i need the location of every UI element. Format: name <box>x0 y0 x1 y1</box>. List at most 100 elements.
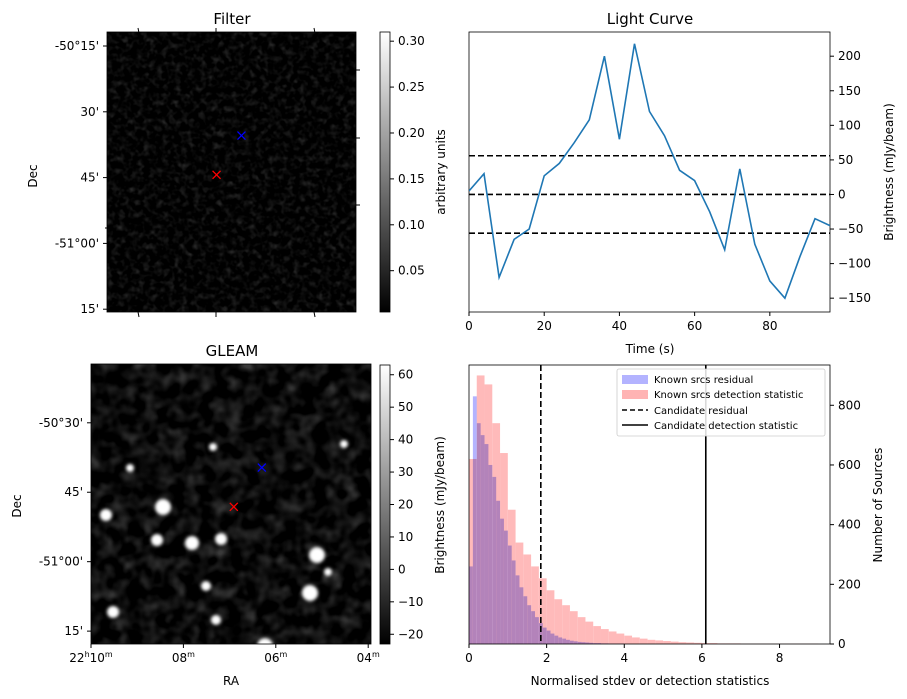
histogram-ytick-label: 800 <box>838 398 861 412</box>
gleam-title: GLEAM <box>206 342 259 360</box>
gleam-ytick-label: -51°00' <box>39 555 83 569</box>
filter-colorbar-label: arbitrary units <box>434 129 448 215</box>
gleam-xtick-label: 04m <box>357 650 380 665</box>
histogram-ylabel-left: Brightness (mJy/beam) <box>433 436 447 574</box>
gleam-colorbar-tick-label: −20 <box>398 627 423 641</box>
gleam-source <box>309 547 325 563</box>
light-curve-hlines <box>469 154 830 234</box>
histogram-xtick-label: 6 <box>698 651 706 665</box>
histogram-bar <box>593 626 601 644</box>
histogram-bar <box>647 639 656 644</box>
filter-title: Filter <box>213 10 251 28</box>
gleam-source <box>340 440 348 448</box>
gleam-marker-group <box>229 463 267 512</box>
gleam-source <box>185 536 199 550</box>
gleam-ytick-labels: -50°30' 45' -51°00' 15' <box>39 416 91 638</box>
filter-panel: Filter -50°15'30'45'-51°00'15' Dec 0.050… <box>26 10 448 318</box>
filter-colorbar-tick-label: 0.15 <box>398 172 425 186</box>
light-curve-ytick-label: −50 <box>838 222 863 236</box>
histogram-axes-frame <box>468 364 831 645</box>
histogram-bar <box>639 638 648 644</box>
light-curve-title: Light Curve <box>607 10 693 28</box>
light-curve-ylabel: Brightness (mJy/beam) <box>882 103 896 241</box>
gleam-source <box>257 638 273 654</box>
light-curve-xtick-label: 80 <box>762 319 777 333</box>
gleam-colorbar-tick-label: 20 <box>398 498 413 512</box>
gleam-colorbar-tick-label: 0 <box>398 562 406 576</box>
gleam-colorbar-ticks: −20 −10 0 10 20 30 40 50 60 <box>390 368 423 641</box>
light-curve-xtick-label: 60 <box>687 319 702 333</box>
histogram-bar <box>624 635 633 644</box>
light-curve-ytick-label: 100 <box>838 118 861 132</box>
gleam-source <box>155 499 171 515</box>
gleam-xtick-label: 22h10m <box>69 650 113 665</box>
histogram-bar <box>546 590 555 644</box>
filter-colorbar-tick-label: 0.05 <box>398 264 425 278</box>
gleam-source <box>211 615 221 625</box>
histogram-bar <box>500 453 508 644</box>
histogram-bar <box>709 643 718 644</box>
histogram-bar <box>600 629 609 644</box>
histogram-bar <box>655 640 664 644</box>
histogram-bar <box>678 642 687 644</box>
gleam-xlabel: RA <box>223 674 240 688</box>
gleam-colorbar <box>379 364 391 645</box>
filter-colorbar-tick-label: 0.10 <box>398 218 425 232</box>
filter-image-noise <box>107 32 356 312</box>
gleam-image-frame <box>90 363 372 645</box>
gleam-ytick-label: -50°30' <box>39 416 83 430</box>
legend-swatch-residual <box>622 375 648 384</box>
light-curve-xticks: 0 20 40 60 80 <box>465 312 777 333</box>
gleam-xtick-label: 08m <box>172 650 195 665</box>
filter-ytick-label: 15' <box>80 302 99 316</box>
filter-blue-cross-marker <box>237 131 246 141</box>
gleam-source <box>126 464 134 472</box>
legend-label-residual: Known srcs residual <box>654 375 753 386</box>
gleam-colorbar-tick-label: −10 <box>398 595 423 609</box>
light-curve-series-line <box>469 43 830 300</box>
legend-label-candidate-detection: Candidate detection statistic <box>654 421 798 432</box>
histogram-bar <box>670 641 679 644</box>
gleam-ylabel: Dec <box>10 494 24 517</box>
legend-frame <box>616 368 826 437</box>
histogram-bar <box>686 642 695 644</box>
filter-image-frame <box>106 31 357 313</box>
histogram-panel: 0 2 4 6 8 0 200 400 600 800 Normalised stdev or … <box>433 364 885 688</box>
histogram-ytick-label: 0 <box>838 637 846 651</box>
gleam-bright-sources <box>100 440 348 654</box>
histogram-yticks: 0 200 400 600 800 <box>830 398 861 651</box>
filter-colorbar-tick-label: 0.20 <box>398 126 425 140</box>
light-curve-ytick-label: 150 <box>838 84 861 98</box>
histogram-xtick-label: 4 <box>620 651 628 665</box>
histogram-bar <box>523 554 532 644</box>
gleam-source <box>100 509 112 521</box>
histogram-xlabel: Normalised stdev or detection statistics <box>531 674 770 688</box>
filter-ytick-label: 45' <box>80 171 99 185</box>
light-curve-xlabel: Time (s) <box>625 342 675 356</box>
histogram-bar <box>562 605 570 644</box>
legend-swatch-detection <box>622 390 648 399</box>
filter-ytick-label: -51°00' <box>55 236 99 250</box>
filter-marker-group <box>212 131 246 180</box>
histogram-bar <box>632 637 640 644</box>
filter-ytick-label: -50°15' <box>55 39 99 53</box>
histogram-ytick-label: 600 <box>838 458 861 472</box>
filter-colorbar-ticks: 0.05 0.10 0.15 0.20 0.25 0.30 <box>390 34 425 278</box>
gleam-source <box>107 606 119 618</box>
gleam-blue-cross-marker <box>257 463 267 473</box>
filter-ylabel: Dec <box>26 164 40 187</box>
histogram-bar <box>577 617 586 644</box>
light-curve-ytick-label: −150 <box>838 291 871 305</box>
histogram-xtick-label: 8 <box>776 651 784 665</box>
histogram-bar <box>663 641 671 644</box>
legend-label-candidate-residual: Candidate residual <box>654 406 748 417</box>
filter-ytick-labels: -50°15' 30' 45' -51°00' 15' <box>55 39 107 316</box>
filter-colorbar-tick-label: 0.25 <box>398 80 425 94</box>
gleam-colorbar-tick-label: 10 <box>398 530 413 544</box>
light-curve-panel: Light Curve 0 20 40 60 80 −150 −100 −50 0 50 100 1… <box>465 10 896 356</box>
gleam-ytick-label: 45' <box>64 485 83 499</box>
gleam-xtick-labels: 22h10m 08m 06m 04m <box>69 644 380 665</box>
histogram-bar <box>569 611 578 644</box>
gleam-colorbar-label: Brightness (mJy/beam) <box>433 436 447 574</box>
